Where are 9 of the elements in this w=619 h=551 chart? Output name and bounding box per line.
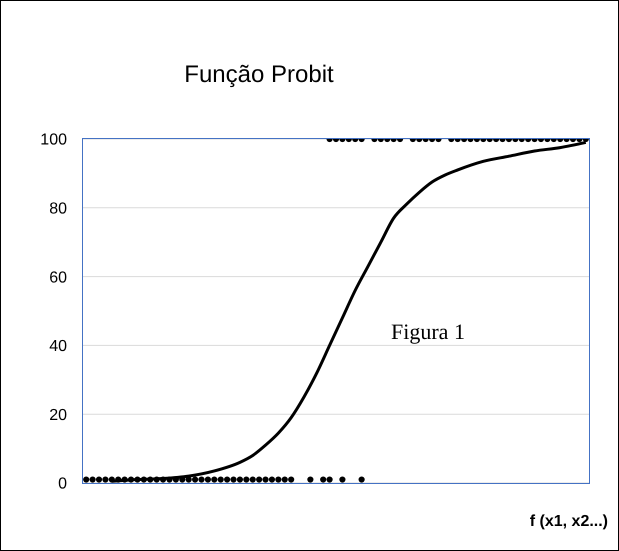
y-tick-label: 80 bbox=[49, 200, 68, 218]
chart-title: Função Probit bbox=[183, 61, 335, 89]
y-tick-label: 40 bbox=[49, 338, 68, 356]
y-tick-label: 100 bbox=[40, 132, 68, 149]
annotation: Figura 1 bbox=[391, 319, 465, 345]
y-tick-label: 0 bbox=[58, 476, 68, 493]
x-axis-title: f (x1, x2...) bbox=[530, 513, 608, 531]
y-tick-label: 20 bbox=[49, 406, 68, 424]
y-tick-label: 60 bbox=[49, 269, 68, 286]
